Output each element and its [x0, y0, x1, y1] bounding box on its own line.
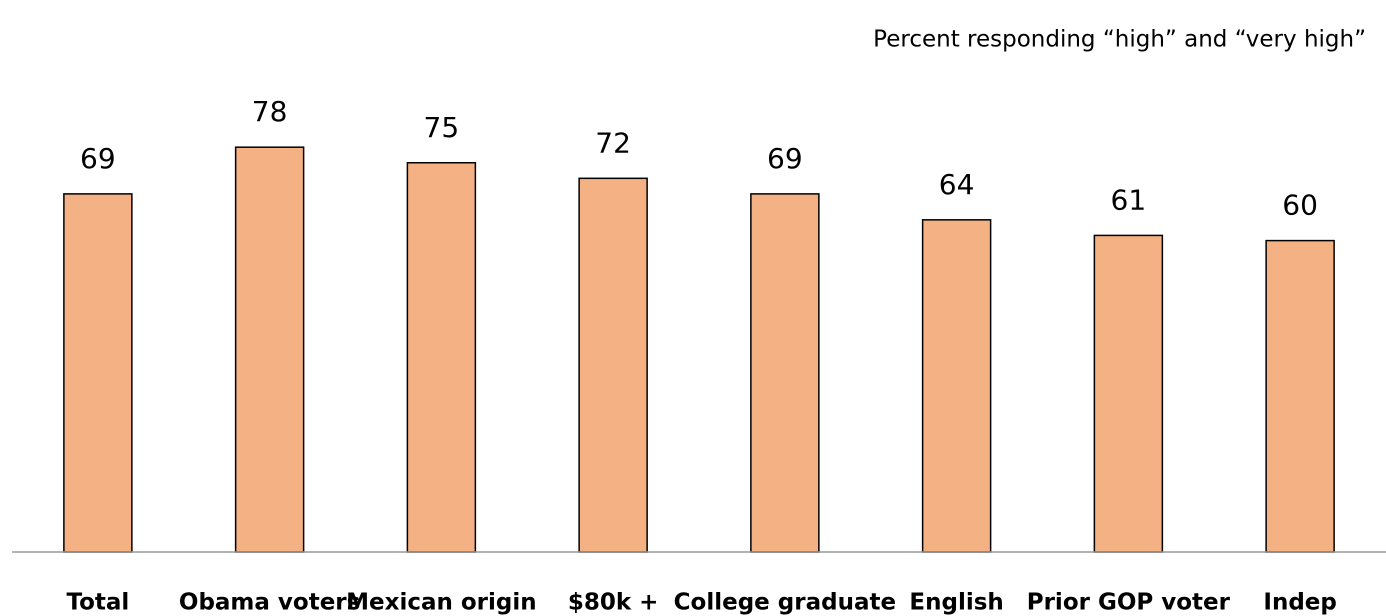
bar [1265, 239, 1335, 553]
data-label: 78 [252, 95, 288, 128]
bar [234, 146, 305, 553]
chart-subtitle: Percent responding “high” and “very high… [873, 27, 1366, 53]
bar [406, 162, 477, 553]
x-tick-label: Obama voters [179, 590, 360, 616]
data-label: 72 [595, 126, 631, 159]
data-label: 61 [1111, 183, 1147, 216]
x-tick-label: Prior GOP voter [1027, 590, 1231, 616]
x-tick-label: Mexican origin [346, 590, 537, 616]
bar [750, 193, 820, 553]
x-tick-label: English [909, 590, 1003, 616]
data-label: 69 [767, 142, 803, 175]
bar [63, 193, 133, 553]
x-tick-label: Indep [1263, 590, 1336, 616]
data-label: 60 [1282, 189, 1318, 222]
x-tick-label: Total [66, 590, 129, 616]
data-label: 75 [424, 111, 460, 144]
bar [921, 219, 992, 553]
bar [578, 177, 648, 553]
x-tick-label: $80k + [568, 590, 659, 616]
data-label: 64 [939, 168, 975, 201]
data-label: 69 [80, 142, 116, 175]
x-tick-label: College graduate [674, 590, 896, 616]
bar [1093, 234, 1164, 553]
